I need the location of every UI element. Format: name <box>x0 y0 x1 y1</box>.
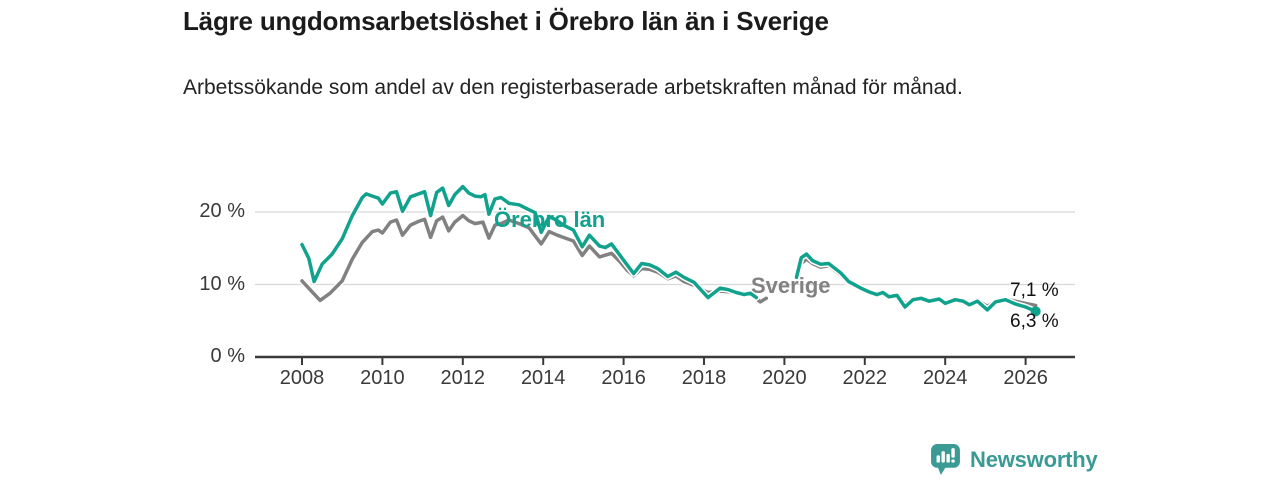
series-label-orebro: Örebro län <box>494 207 606 232</box>
x-tick-label: 2024 <box>922 367 968 389</box>
series-line-orebro <box>794 252 1038 314</box>
chart-subtitle: Arbetssökande som andel av den registerb… <box>183 76 963 99</box>
x-tick-label: 2012 <box>440 367 486 389</box>
series-end-dot <box>1030 306 1041 317</box>
series-label-sverige: Sverige <box>751 273 831 298</box>
end-value-label-sverige: 7,1 % <box>1010 280 1059 301</box>
x-tick-label: 2014 <box>520 367 566 389</box>
newsworthy-logo-icon <box>931 444 960 475</box>
series-line-sverige <box>300 213 769 304</box>
y-tick-label: 20 % <box>199 200 245 222</box>
series-line-orebro <box>300 184 759 300</box>
x-tick-label: 2026 <box>1003 367 1048 389</box>
newsworthy-logo-text: Newsworthy <box>970 446 1098 472</box>
y-tick-label: 0 % <box>210 345 245 367</box>
chart-title: Lägre ungdomsarbetslöshet i Örebro län ä… <box>183 6 829 36</box>
x-tick-label: 2008 <box>279 367 325 389</box>
y-tick-label: 10 % <box>199 272 245 295</box>
newsworthy-logo[interactable]: Newsworthy <box>930 443 1098 476</box>
x-tick-label: 2016 <box>601 367 646 389</box>
bar-chart-icon <box>936 448 955 463</box>
x-tick-label: 2010 <box>360 367 405 389</box>
x-tick-label: 2020 <box>762 367 807 389</box>
end-value-label-orebro: 6,3 % <box>1010 311 1059 332</box>
x-tick-label: 2022 <box>842 367 888 389</box>
x-tick-label: 2018 <box>681 367 727 389</box>
